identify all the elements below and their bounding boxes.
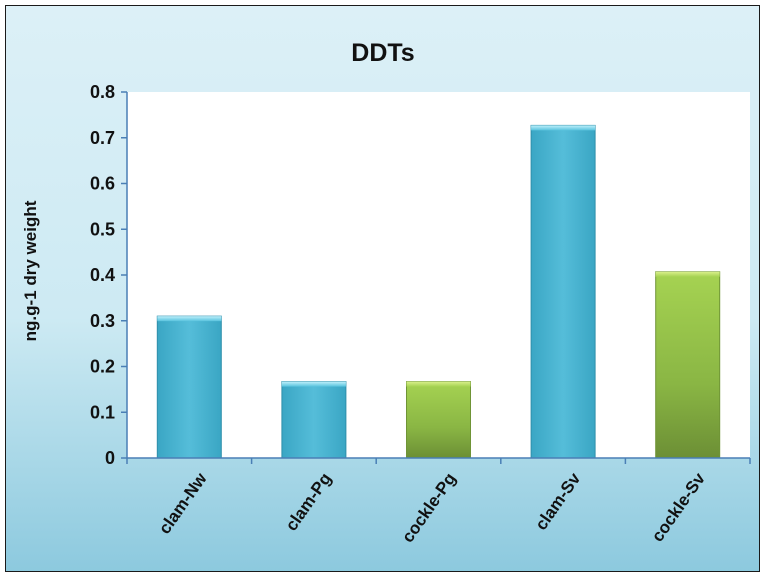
bar-highlight <box>406 381 471 387</box>
bar-highlight <box>655 271 720 277</box>
bar-highlight <box>531 125 596 131</box>
y-tick-label: 0.2 <box>90 357 115 377</box>
bar-body <box>281 381 347 459</box>
y-tick-label: 0.1 <box>90 402 115 422</box>
chart-title: DDTs <box>351 39 414 67</box>
bar-cockle-Sv <box>655 271 721 459</box>
bar-body <box>655 271 721 459</box>
bar-series <box>156 124 721 459</box>
bar-body <box>530 124 596 459</box>
y-tick-label: 0.7 <box>90 128 115 148</box>
bar-clam-Sv <box>530 124 596 459</box>
y-tick-label: 0.8 <box>90 82 115 102</box>
bar-body <box>406 381 471 459</box>
chart-frame: DDTs ng.g-1 dry weight 0 0.1 0.2 0.3 0.4 0.5 0… <box>5 5 760 572</box>
y-tick-label: 0.3 <box>90 311 115 331</box>
y-tick-label: 0.6 <box>90 174 115 194</box>
y-axis-label: ng.g-1 dry weight <box>21 200 40 341</box>
bar-highlight <box>281 381 346 387</box>
y-axis-ticks: 0 0.1 0.2 0.3 0.4 0.5 0.6 0.7 0.8 <box>90 82 127 468</box>
bar-body <box>156 315 222 459</box>
y-tick-label: 0.5 <box>90 219 115 239</box>
y-tick-label: 0.4 <box>90 265 115 285</box>
bar-chart: DDTs ng.g-1 dry weight 00.10.20.30.40.50… <box>6 6 759 571</box>
bar-clam-Nw <box>156 315 222 459</box>
bar-clam-Pg <box>281 381 347 459</box>
bar-highlight <box>157 316 222 322</box>
y-tick-label: 0 <box>105 448 115 468</box>
bar-cockle-Pg <box>406 381 471 459</box>
